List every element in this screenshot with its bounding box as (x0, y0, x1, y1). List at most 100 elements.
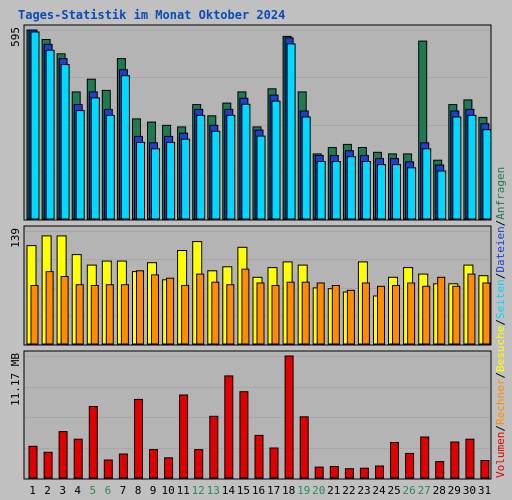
bar-seiten-day-26 (407, 167, 417, 220)
bar-rechner-day-15 (241, 268, 250, 345)
legend: Volumen/Rechner/Besuche/Seiten/Dateien/A… (494, 167, 507, 478)
chart-panels: 595 139 11.17 MB (9, 24, 492, 480)
bar-volumen-day-28 (435, 461, 445, 479)
bar-rechner-day-29 (452, 285, 461, 345)
bar-seiten-day-15 (241, 103, 251, 220)
bar-rechner-day-10 (166, 277, 175, 345)
x-tick-day-14: 14 (222, 484, 236, 497)
bar-volumen-day-20 (314, 466, 324, 479)
chart-title: Tages-Statistik im Monat Oktober 2024 (18, 8, 285, 22)
x-tick-day-20: 20 (312, 484, 325, 497)
bar-volumen-day-16 (254, 434, 264, 479)
bar-volumen-day-23 (359, 467, 369, 479)
legend-item-anfragen: Anfragen (494, 167, 507, 220)
bar-seiten-day-22 (346, 156, 356, 220)
y-max-label-bottom: 11.17 MB (9, 353, 22, 406)
bar-seiten-day-1 (30, 31, 40, 220)
x-tick-day-11: 11 (177, 484, 190, 497)
x-tick-day-10: 10 (161, 484, 174, 497)
bar-volumen-day-25 (390, 442, 399, 479)
x-tick-day-27: 27 (418, 484, 431, 497)
panel-top: 595 (9, 24, 492, 221)
bar-volumen-day-26 (405, 452, 415, 479)
bar-volumen-day-18 (284, 355, 294, 479)
x-tick-day-16: 16 (252, 484, 265, 497)
bar-seiten-day-9 (151, 148, 160, 220)
bar-seiten-day-12 (196, 114, 206, 220)
bar-rechner-day-13 (211, 281, 220, 345)
bar-seiten-day-2 (45, 49, 55, 220)
bar-rechner-day-31 (482, 282, 491, 345)
legend-separator: / (494, 425, 507, 432)
legend-separator: / (494, 273, 507, 280)
x-tick-day-24: 24 (372, 484, 386, 497)
x-tick-day-23: 23 (357, 484, 370, 497)
bar-volumen-day-10 (164, 457, 174, 479)
x-tick-day-19: 19 (297, 484, 310, 497)
bar-seiten-day-14 (226, 114, 236, 220)
bars-middle (26, 235, 491, 345)
bar-rechner-day-16 (256, 282, 265, 345)
bar-seiten-day-28 (437, 170, 447, 220)
bar-seiten-day-5 (90, 97, 100, 220)
bar-seiten-day-8 (136, 141, 145, 220)
bar-rechner-day-25 (392, 285, 400, 345)
bar-seiten-day-25 (392, 164, 401, 220)
bar-seiten-day-16 (256, 135, 266, 220)
bar-rechner-day-12 (196, 273, 205, 345)
x-tick-day-9: 9 (150, 484, 157, 497)
bar-seiten-day-6 (105, 114, 115, 220)
bar-volumen-day-7 (118, 453, 128, 479)
bar-volumen-day-19 (299, 416, 309, 479)
bar-volumen-day-4 (73, 438, 83, 479)
x-tick-day-1: 1 (29, 484, 36, 497)
bar-volumen-day-14 (224, 375, 234, 479)
y-max-label-middle: 139 (9, 228, 22, 248)
bar-seiten-day-24 (377, 164, 386, 220)
bar-rechner-day-22 (346, 289, 355, 345)
bar-rechner-day-26 (407, 282, 416, 345)
bar-rechner-day-30 (467, 273, 476, 345)
bars-top (26, 29, 492, 220)
bar-volumen-day-5 (88, 406, 98, 479)
bar-rechner-day-24 (377, 285, 385, 345)
x-tick-day-8: 8 (135, 484, 142, 497)
x-tick-day-5: 5 (89, 484, 96, 497)
x-tick-day-18: 18 (282, 484, 295, 497)
bar-rechner-day-28 (437, 276, 446, 345)
bar-seiten-day-13 (211, 130, 221, 220)
bar-rechner-day-21 (331, 285, 340, 345)
bar-volumen-day-3 (58, 431, 68, 479)
x-tick-day-28: 28 (433, 484, 446, 497)
x-tick-day-4: 4 (74, 484, 81, 497)
bar-seiten-day-17 (271, 100, 281, 220)
legend-item-dateien: Dateien (494, 226, 507, 272)
x-tick-day-2: 2 (44, 484, 51, 497)
bar-volumen-day-13 (209, 415, 219, 479)
legend-item-volumen: Volumen (494, 432, 507, 478)
bar-volumen-day-9 (149, 449, 158, 479)
bar-seiten-day-31 (482, 129, 492, 220)
bar-seiten-day-23 (361, 161, 371, 220)
bar-volumen-day-17 (269, 447, 279, 479)
bar-seiten-day-11 (181, 138, 191, 220)
bar-seiten-day-7 (120, 75, 130, 220)
legend-separator: / (494, 319, 507, 326)
bar-seiten-day-30 (467, 114, 477, 220)
x-tick-day-26: 26 (402, 484, 415, 497)
bar-seiten-day-10 (166, 141, 176, 220)
bar-rechner-day-1 (30, 285, 39, 345)
bar-volumen-day-8 (134, 398, 143, 479)
x-tick-day-3: 3 (59, 484, 66, 497)
legend-separator: / (494, 220, 507, 227)
bar-seiten-day-19 (301, 116, 311, 220)
bar-volumen-day-29 (450, 441, 460, 479)
legend-item-seiten: Seiten (494, 279, 507, 319)
bar-volumen-day-12 (194, 449, 204, 479)
x-tick-day-29: 29 (448, 484, 461, 497)
x-tick-day-13: 13 (207, 484, 220, 497)
x-tick-day-30: 30 (463, 484, 476, 497)
bar-rechner-day-20 (316, 282, 325, 345)
panel-bottom: 11.17 MB (9, 350, 492, 480)
